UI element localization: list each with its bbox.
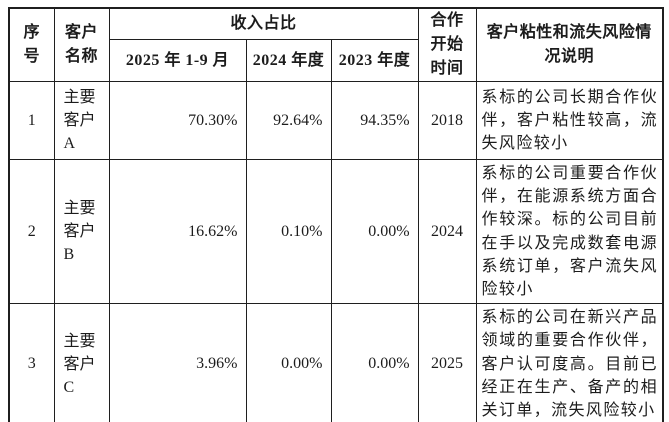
customer-revenue-table: 序 号 客户 名称 收入占比 合作 开始 时间 客户粘性和流失风险情 况说明 2…: [8, 7, 665, 422]
cell-seq: 1: [8, 81, 55, 160]
cell-share-2023: 0.00%: [330, 303, 419, 422]
cell-seq: 2: [8, 158, 55, 305]
cell-share-2025: 3.96%: [108, 303, 247, 422]
cell-seq: 3: [8, 303, 55, 422]
header-stickiness-risk-description: 客户粘性和流失风险情 况说明: [475, 7, 664, 82]
cell-risk-description: 系标的公司重要合作伙伴，在能源系统方面合作较深。标的公司目前在手以及完成数套电源…: [475, 158, 664, 305]
header-revenue-share-group: 收入占比: [108, 7, 419, 41]
header-coop-start-time: 合作 开始 时间: [417, 7, 477, 82]
cell-share-2025: 16.62%: [108, 158, 247, 305]
cell-share-2024: 92.64%: [245, 81, 332, 160]
header-period-2025: 2025 年 1-9 月: [108, 39, 247, 82]
header-period-2024: 2024 年度: [245, 39, 332, 82]
cell-customer-name: 主要 客户 A: [53, 81, 110, 160]
cell-coop-start-year: 2018: [417, 81, 477, 160]
cell-share-2025: 70.30%: [108, 81, 247, 160]
header-row-periods: 2025 年 1-9 月 2024 年度 2023 年度: [9, 39, 663, 82]
header-customer-name: 客户 名称: [53, 7, 110, 82]
cell-share-2024: 0.10%: [245, 158, 332, 305]
cell-customer-name: 主要 客户 C: [53, 303, 110, 422]
table-row-customer-b: 2 主要 客户 B 16.62% 0.10% 0.00% 2024 系标的公司重…: [8, 158, 664, 305]
cell-coop-start-year: 2024: [417, 158, 477, 305]
cell-risk-description: 系标的公司在新兴产品领域的重要合作伙伴，客户认可度高。目前已经正在生产、备产的相…: [475, 303, 664, 422]
cell-share-2023: 94.35%: [330, 81, 419, 160]
cell-risk-description: 系标的公司长期合作伙伴，客户粘性较高，流失风险较小: [475, 81, 664, 160]
table-row-customer-c: 3 主要 客户 C 3.96% 0.00% 0.00% 2025 系标的公司在新…: [8, 303, 664, 422]
table-row-customer-a: 1 主要 客户 A 70.30% 92.64% 94.35% 2018 系标的公…: [8, 81, 664, 160]
cell-coop-start-year: 2025: [417, 303, 477, 422]
header-row-top: 序 号 客户 名称 收入占比 合作 开始 时间 客户粘性和流失风险情 况说明: [8, 7, 664, 82]
cell-customer-name: 主要 客户 B: [53, 158, 110, 305]
cell-share-2024: 0.00%: [245, 303, 332, 422]
cell-share-2023: 0.00%: [330, 158, 419, 305]
header-seq: 序 号: [8, 7, 55, 82]
header-period-2023: 2023 年度: [330, 39, 419, 82]
